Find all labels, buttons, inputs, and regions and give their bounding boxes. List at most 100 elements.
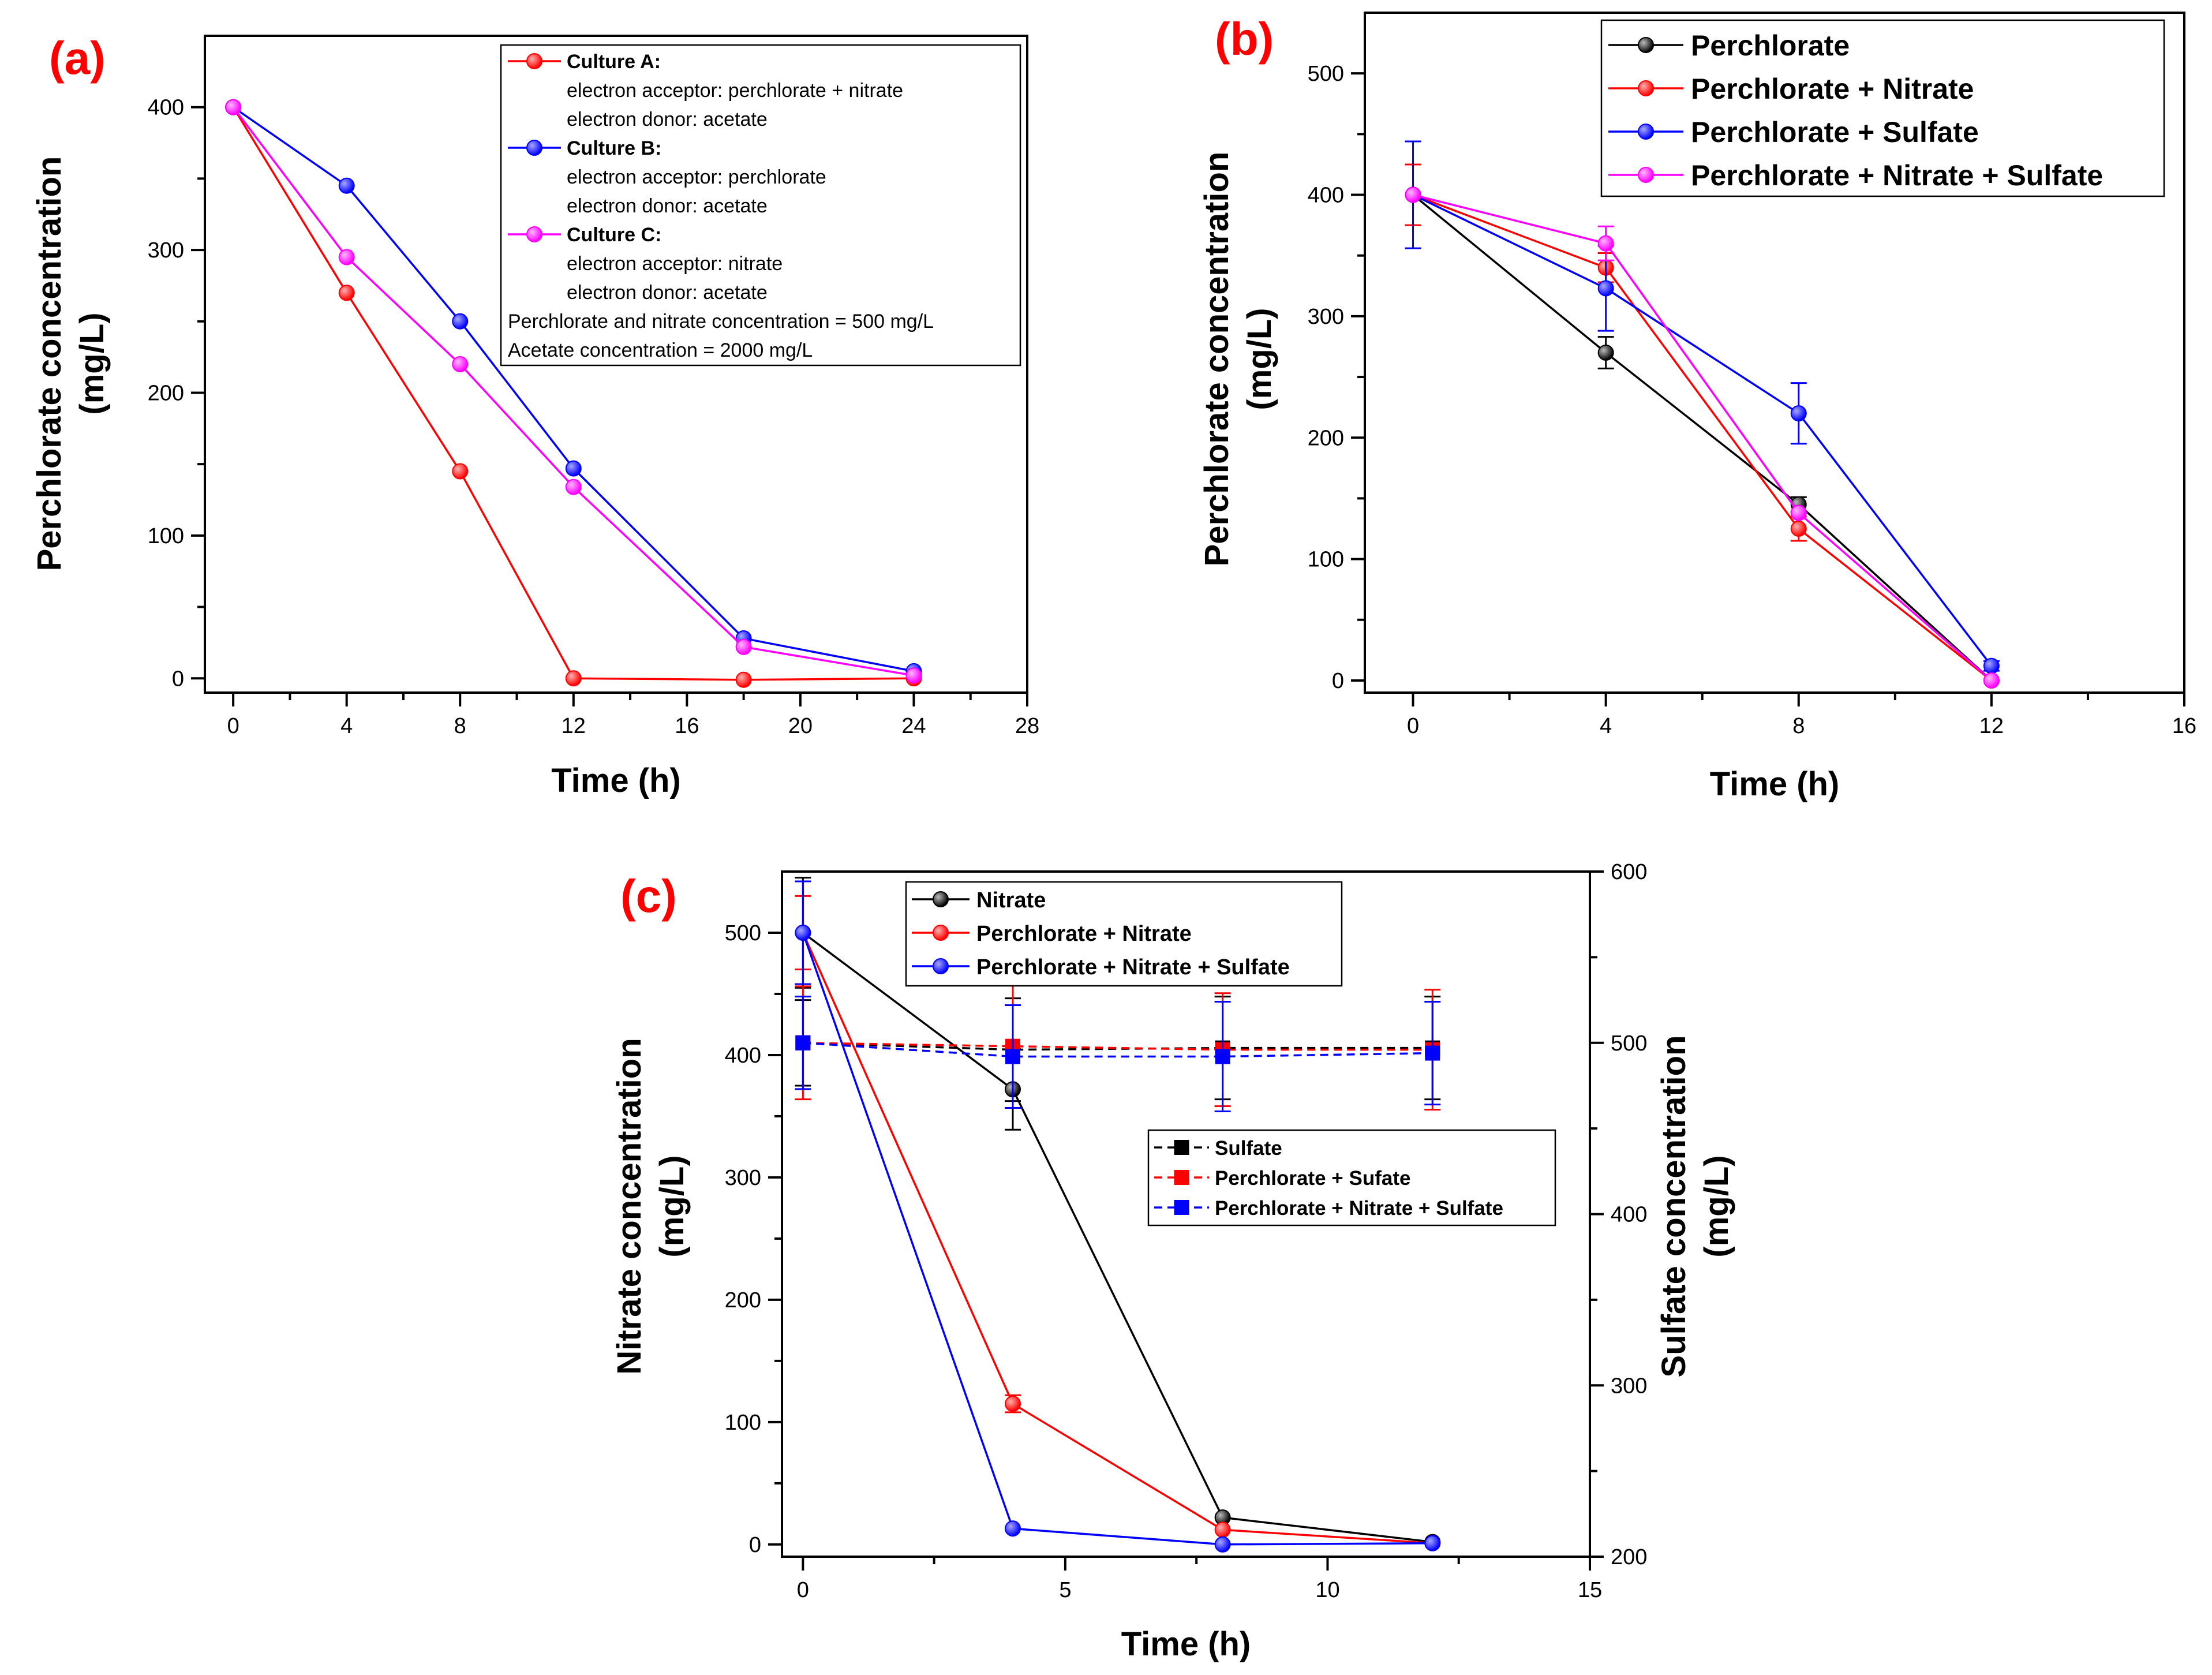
series-perchlorate-nitrate-sulfate bbox=[795, 996, 1441, 1112]
y-tick-label: 100 bbox=[148, 524, 184, 548]
legend-marker bbox=[933, 958, 949, 974]
series-perchlorate-nitrate-sulfate bbox=[795, 880, 1441, 1553]
y-tick-label: 300 bbox=[1611, 1374, 1647, 1398]
y-tick-label: 400 bbox=[1308, 184, 1344, 208]
legend-text: electron donor: acetate bbox=[567, 282, 768, 304]
data-point bbox=[338, 177, 355, 194]
legend-box bbox=[1600, 19, 2165, 197]
x-tick-label: 16 bbox=[2172, 714, 2196, 738]
series-line bbox=[803, 1042, 1433, 1051]
y-tick-label: 300 bbox=[725, 1166, 761, 1190]
legend-box bbox=[500, 44, 1021, 367]
y-tick-label: 0 bbox=[1332, 669, 1344, 693]
series-line bbox=[1413, 193, 1993, 682]
series-line bbox=[1412, 193, 1993, 667]
plot-frame bbox=[204, 35, 1028, 694]
x-axis-title: Time (h) bbox=[1710, 765, 1840, 803]
legend-marker bbox=[933, 925, 949, 941]
series-perchlorate-sufate bbox=[795, 984, 1441, 1111]
data-point bbox=[1424, 1535, 1441, 1551]
legend-marker bbox=[526, 140, 542, 156]
legend-marker bbox=[1174, 1170, 1189, 1185]
legend-label: Sulfate bbox=[1215, 1137, 1282, 1160]
panel-label-b: (b) bbox=[1215, 13, 1274, 65]
legend-marker bbox=[1638, 124, 1654, 140]
legend-marker bbox=[933, 891, 949, 907]
legend-marker bbox=[1638, 80, 1654, 96]
y-tick-label: 300 bbox=[1308, 305, 1344, 329]
y-tick-label: 500 bbox=[725, 921, 761, 945]
legend-marker bbox=[1174, 1140, 1189, 1155]
data-point bbox=[338, 285, 355, 301]
y-tick-label: 400 bbox=[148, 96, 184, 120]
series-line bbox=[802, 932, 1433, 1545]
legend-marker bbox=[1638, 37, 1654, 53]
y-axis-title: Perchlorate concentration (mg/L) bbox=[1198, 152, 1278, 567]
y-tick-label: 100 bbox=[1308, 548, 1344, 572]
plot-frame bbox=[1364, 12, 2185, 694]
data-point bbox=[338, 249, 355, 266]
legend-note: Perchlorate and nitrate concentration = … bbox=[508, 311, 934, 332]
legend-title: Culture A: bbox=[567, 51, 661, 73]
data-point bbox=[452, 356, 469, 372]
y-tick-label: 500 bbox=[1611, 1031, 1647, 1056]
series-perchlorate-nitrate-sulfate bbox=[1405, 186, 2000, 689]
data-point bbox=[1790, 504, 1807, 521]
data-point bbox=[1790, 405, 1807, 422]
x-tick-label: 12 bbox=[1979, 714, 2004, 738]
data-point bbox=[225, 99, 242, 115]
x-tick-label: 16 bbox=[675, 714, 699, 738]
series-perchlorate-sulfate bbox=[1405, 140, 2000, 674]
legend-text: electron acceptor: nitrate bbox=[567, 253, 783, 275]
series-sulfate bbox=[795, 996, 1441, 1102]
x-tick-label: 4 bbox=[340, 714, 353, 738]
x-tick-label: 4 bbox=[1600, 714, 1612, 738]
series-line bbox=[802, 932, 1433, 1546]
x-tick-label: 5 bbox=[1059, 1578, 1071, 1602]
y-tick-label: 400 bbox=[1611, 1203, 1647, 1227]
legend-marker bbox=[526, 226, 542, 242]
legend-label: Perchlorate + Nitrate + Sulfate bbox=[976, 955, 1290, 979]
data-point bbox=[1597, 345, 1614, 361]
data-point bbox=[1005, 1520, 1021, 1537]
data-point bbox=[452, 313, 469, 330]
legend-label: Perchlorate bbox=[1691, 29, 1850, 62]
series-culture-a- bbox=[225, 99, 922, 688]
legend-box bbox=[905, 881, 1343, 987]
series-line bbox=[1412, 194, 1993, 682]
data-point bbox=[1214, 1521, 1231, 1538]
data-point bbox=[565, 460, 582, 477]
legend-label: Perchlorate + Nitrate + Sulfate bbox=[1691, 159, 2103, 192]
y-axis-title: Nitrate concentration (mg/L) bbox=[611, 1038, 691, 1374]
panel-label-c: (c) bbox=[620, 870, 677, 922]
legend-marker bbox=[1638, 167, 1654, 183]
data-point bbox=[565, 478, 582, 495]
legend-note: Acetate concentration = 2000 mg/L bbox=[508, 339, 813, 361]
y-tick-label: 200 bbox=[148, 381, 184, 405]
y-tick-label: 500 bbox=[1308, 62, 1344, 86]
series-line bbox=[803, 1042, 1433, 1058]
data-point bbox=[565, 670, 582, 687]
panel-c-chart: (c) 0 5 10 15 0 100 200 300 400 500 200 300 400 500 600… bbox=[611, 860, 1735, 1663]
legend-label: Perchlorate + Sufate bbox=[1215, 1167, 1410, 1190]
legend-label: Perchlorate + Sulfate bbox=[1691, 116, 1979, 148]
x-tick-label: 10 bbox=[1315, 1578, 1339, 1602]
data-point bbox=[795, 924, 811, 941]
y-tick-label: 200 bbox=[725, 1288, 761, 1313]
legend: Perchlorate Perchlorate + Nitrate Perchlor… bbox=[1600, 19, 2165, 197]
legend-text: electron donor: acetate bbox=[567, 195, 768, 217]
y-axis-title: Perchlorate concentration (mg/L) bbox=[31, 156, 111, 571]
series-line bbox=[232, 106, 914, 677]
data-point bbox=[1005, 1049, 1020, 1064]
x-axis-title: Time (h) bbox=[1121, 1625, 1251, 1663]
legend-right-series: Sulfate Perchlorate + Sufate Perchlorate +… bbox=[1147, 1129, 1556, 1227]
x-tick-label: 8 bbox=[1792, 714, 1805, 738]
series-line bbox=[232, 106, 914, 681]
data-point bbox=[735, 638, 752, 655]
y-tick-label: 400 bbox=[725, 1044, 761, 1068]
data-point bbox=[1983, 657, 2000, 674]
data-point bbox=[795, 1035, 811, 1050]
panel-label-a: (a) bbox=[49, 32, 106, 84]
y-tick-label: 0 bbox=[172, 667, 184, 691]
